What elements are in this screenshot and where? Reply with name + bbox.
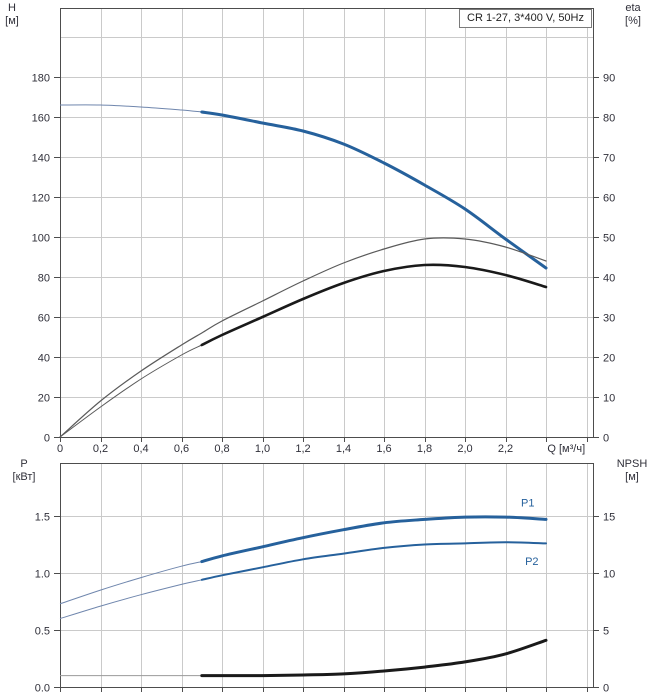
svg-text:0,2: 0,2 xyxy=(93,443,108,455)
svg-text:70: 70 xyxy=(603,153,615,165)
svg-text:20: 20 xyxy=(603,353,615,365)
svg-text:0: 0 xyxy=(603,433,609,445)
svg-text:40: 40 xyxy=(38,353,50,365)
npsh-axis-name: NPSH xyxy=(616,458,648,470)
h-axis-title: H [м] xyxy=(0,2,24,28)
svg-text:10: 10 xyxy=(603,393,615,405)
curve-P2-thin xyxy=(59,579,202,620)
svg-text:80: 80 xyxy=(603,113,615,125)
svg-text:180: 180 xyxy=(32,73,50,85)
svg-text:0,4: 0,4 xyxy=(133,443,148,455)
curve-eta-thin xyxy=(59,344,203,438)
npsh-axis-unit: [м] xyxy=(625,471,639,483)
svg-text:30: 30 xyxy=(603,313,615,325)
eta-axis-title: eta [%] xyxy=(614,2,652,28)
curve-P1 xyxy=(200,515,548,564)
svg-text:100: 100 xyxy=(32,233,50,245)
x-axis-unit-label: Q [м³/ч] xyxy=(547,443,585,455)
curve-eta xyxy=(200,263,548,347)
curve-eta-max xyxy=(59,237,547,438)
svg-text:0,8: 0,8 xyxy=(214,443,229,455)
svg-text:60: 60 xyxy=(38,313,50,325)
svg-text:120: 120 xyxy=(32,193,50,205)
svg-text:0: 0 xyxy=(57,443,63,455)
svg-text:1.5: 1.5 xyxy=(35,512,50,524)
curve-P1-thin xyxy=(59,561,202,605)
series-label-P2: P2 xyxy=(525,556,538,568)
svg-text:140: 140 xyxy=(32,153,50,165)
svg-text:15: 15 xyxy=(603,512,615,524)
svg-text:60: 60 xyxy=(603,193,615,205)
curve-P2 xyxy=(200,541,547,581)
svg-text:20: 20 xyxy=(38,393,50,405)
p-axis-name: P xyxy=(20,458,28,470)
svg-text:160: 160 xyxy=(32,113,50,125)
svg-text:2,0: 2,0 xyxy=(457,443,472,455)
svg-text:0.5: 0.5 xyxy=(35,626,50,638)
svg-text:90: 90 xyxy=(603,73,615,85)
svg-text:0: 0 xyxy=(44,433,50,445)
svg-text:0,6: 0,6 xyxy=(174,443,189,455)
svg-text:50: 50 xyxy=(603,233,615,245)
svg-text:1,8: 1,8 xyxy=(417,443,432,455)
svg-text:1.0: 1.0 xyxy=(35,569,50,581)
svg-text:80: 80 xyxy=(38,273,50,285)
eta-axis-unit: [%] xyxy=(625,15,641,27)
svg-text:40: 40 xyxy=(603,273,615,285)
svg-text:0.0: 0.0 xyxy=(35,683,50,695)
npsh-axis-title: NPSH [м] xyxy=(606,458,658,484)
eta-axis-name: eta xyxy=(625,2,641,14)
p-axis-unit: [кВт] xyxy=(12,471,36,483)
curve-H-thin xyxy=(59,104,202,113)
pump-model-label: CR 1-27, 3*400 V, 50Hz xyxy=(467,12,584,24)
curve-H xyxy=(200,110,548,270)
pump-model-title-box: CR 1-27, 3*400 V, 50Hz xyxy=(459,9,592,28)
h-axis-unit: [м] xyxy=(5,15,19,27)
svg-text:1,2: 1,2 xyxy=(295,443,310,455)
svg-text:0: 0 xyxy=(603,683,609,695)
svg-text:2,2: 2,2 xyxy=(498,443,513,455)
series-label-P1: P1 xyxy=(521,497,534,509)
p-axis-title: P [кВт] xyxy=(2,458,46,484)
svg-text:1,6: 1,6 xyxy=(376,443,391,455)
svg-text:1,0: 1,0 xyxy=(255,443,270,455)
svg-text:1,4: 1,4 xyxy=(336,443,351,455)
h-axis-name: H xyxy=(8,2,16,14)
svg-text:5: 5 xyxy=(603,626,609,638)
svg-text:10: 10 xyxy=(603,569,615,581)
curve-NPSH xyxy=(200,638,548,678)
